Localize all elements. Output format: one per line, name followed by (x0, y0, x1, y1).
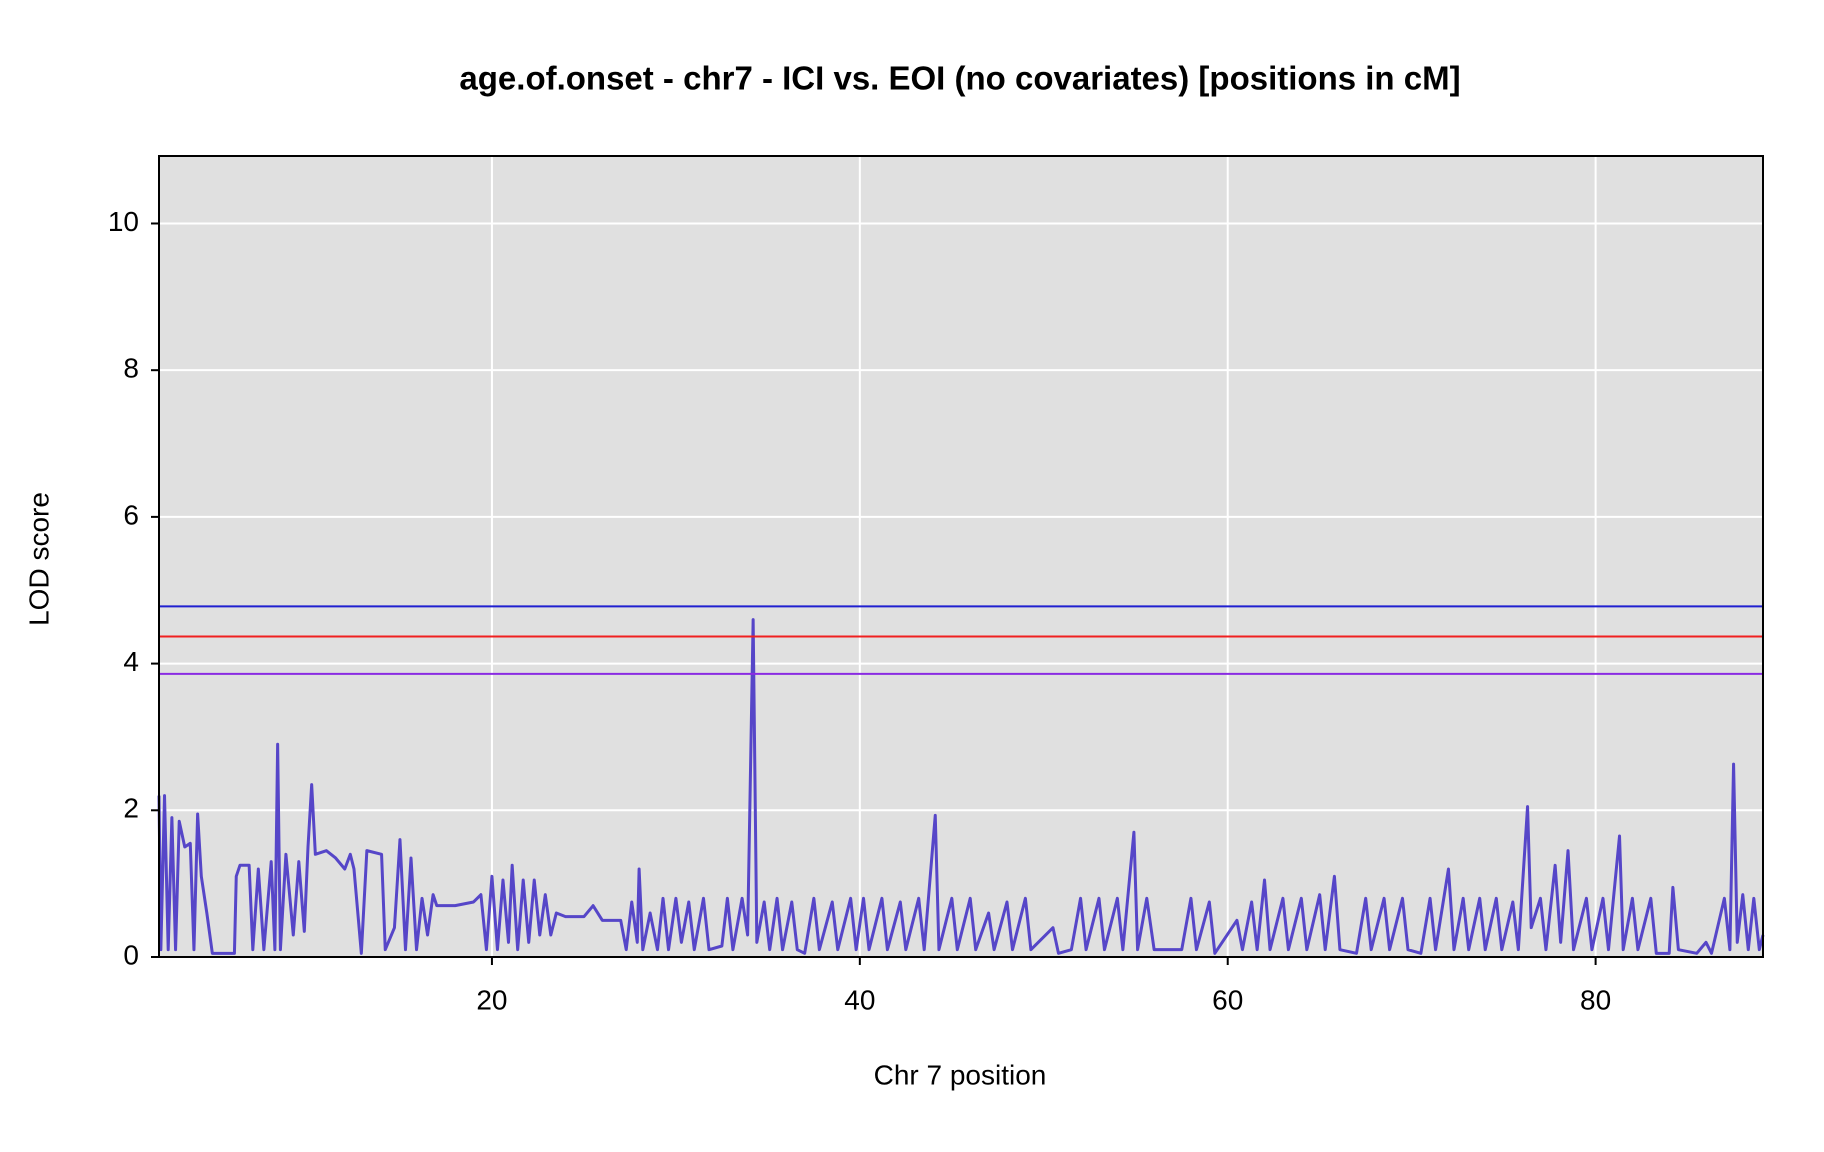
y-axis-label: LOD score (23, 492, 54, 626)
plot-frame (158, 155, 1764, 958)
lod-line (157, 618, 1765, 955)
x-axis-label: Chr 7 position (874, 1059, 1047, 1090)
y-tick-label: 2 (123, 793, 139, 824)
x-tick-label: 80 (1580, 984, 1611, 1015)
y-tick-label: 0 (123, 939, 139, 970)
plot-background (159, 156, 1763, 957)
y-tick-label: 6 (123, 499, 139, 530)
plot-layer (157, 156, 1765, 958)
x-tick-label: 40 (844, 984, 875, 1015)
y-tick-label: 4 (123, 646, 139, 677)
x-tick-label: 60 (1212, 984, 1243, 1015)
x-tick-label: 20 (476, 984, 507, 1015)
chart-title: age.of.onset - chr7 - ICI vs. EOI (no co… (459, 60, 1460, 97)
y-tick-label: 8 (123, 353, 139, 384)
y-tick-label: 10 (108, 206, 139, 237)
